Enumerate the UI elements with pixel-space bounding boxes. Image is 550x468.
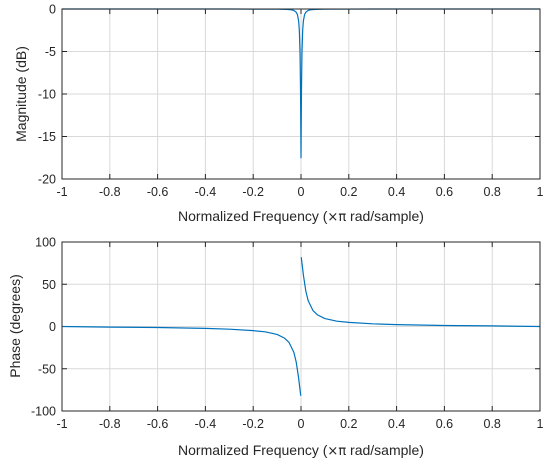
phase-series-line: [61, 257, 541, 396]
phase-y-tick-label: 100: [35, 236, 56, 250]
magnitude-x-tick-label: 0.6: [436, 185, 453, 199]
phase-x-tick-label: -1: [56, 417, 67, 431]
magnitude-x-tick-label: -0.6: [147, 185, 169, 199]
phase-x-tick-label: 0.6: [436, 417, 453, 431]
phase-x-tick-label: -0.8: [99, 417, 121, 431]
magnitude-y-axis-label: Magnitude (dB): [13, 46, 29, 142]
phase-x-tick-label: 0.8: [484, 417, 501, 431]
magnitude-y-tick-label: -10: [38, 88, 56, 102]
magnitude-y-tick-label: -15: [38, 130, 56, 144]
magnitude-x-tick-label: -0.2: [242, 185, 264, 199]
magnitude-x-tick-label: 1: [537, 185, 544, 199]
magnitude-x-tick-label: 0.8: [484, 185, 501, 199]
phase-y-tick-label: -50: [38, 362, 56, 376]
phase-y-axis-label: Phase (degrees): [7, 274, 23, 378]
magnitude-x-tick-label: -1: [56, 185, 67, 199]
magnitude-y-tick-labels: 0 -5 -10 -15 -20: [38, 3, 56, 187]
magnitude-axes-frame: [61, 8, 541, 180]
phase-x-tick-label: -0.4: [195, 417, 217, 431]
magnitude-x-tick-labels: -1 -0.8 -0.6 -0.4 -0.2 0 0.2 0.4 0.6 0.8 1: [56, 185, 543, 199]
magnitude-x-tick-label: 0: [298, 185, 305, 199]
phase-x-tick-labels: -1 -0.8 -0.6 -0.4 -0.2 0 0.2 0.4 0.6 0.8 1: [56, 417, 543, 431]
phase-y-tick-label: -100: [31, 405, 56, 419]
magnitude-y-tick-label: 0: [49, 3, 56, 17]
phase-x-tick-label: -0.6: [147, 417, 169, 431]
phase-x-tick-label: 0.2: [340, 417, 357, 431]
phase-grid: [62, 242, 540, 411]
magnitude-series-line: [62, 8, 540, 159]
magnitude-plot: -1 -0.8 -0.6 -0.4 -0.2 0 0.2 0.4 0.6 0.8 1 0 -5 -10 -…: [13, 3, 544, 226]
magnitude-y-tick-label: -5: [45, 45, 56, 59]
phase-y-tick-label: 0: [49, 320, 56, 334]
phase-axes-frame: [61, 241, 541, 412]
phase-y-tick-labels: 100 50 0 -50 -100: [31, 236, 56, 419]
magnitude-x-tick-label: -0.4: [195, 185, 217, 199]
phase-x-tick-label: 0.4: [388, 417, 405, 431]
magnitude-x-tick-label: -0.8: [99, 185, 121, 199]
magnitude-x-axis-label: Normalized Frequency (×π rad/sample): [178, 208, 424, 225]
phase-x-tick-label: -0.2: [242, 417, 264, 431]
magnitude-y-tick-label: -20: [38, 173, 56, 187]
phase-x-tick-label: 0: [298, 417, 305, 431]
phase-plot: -1 -0.8 -0.6 -0.4 -0.2 0 0.2 0.4 0.6 0.8 1 100500-…: [7, 236, 544, 460]
magnitude-x-tick-label: 0.4: [388, 185, 405, 199]
phase-x-axis-label: Normalized Frequency (×π rad/sample): [178, 442, 424, 459]
magnitude-x-tick-label: 0.2: [340, 185, 357, 199]
phase-x-tick-label: 1: [537, 417, 544, 431]
phase-y-tick-label: 50: [42, 278, 56, 292]
